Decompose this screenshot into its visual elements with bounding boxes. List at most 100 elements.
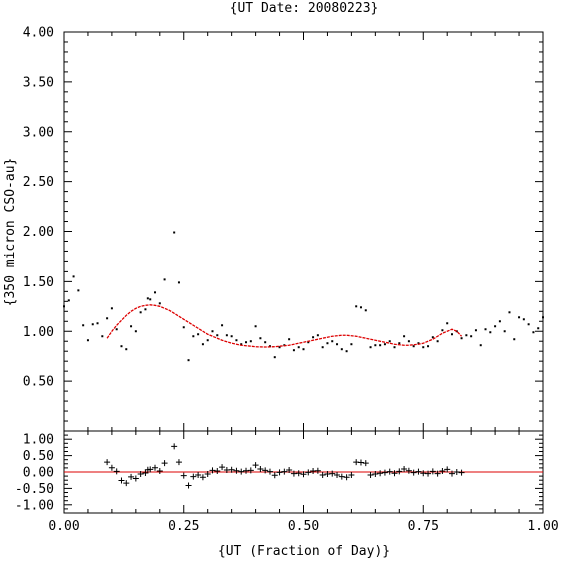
data-point: [427, 345, 430, 348]
x-tick-label: 0.50: [288, 519, 319, 534]
residual-point: [319, 471, 326, 478]
residual-point: [233, 467, 240, 474]
residual-point: [118, 477, 125, 484]
residual-y-tick-label: -1.00: [15, 498, 54, 513]
data-point: [494, 325, 497, 328]
data-point: [474, 329, 477, 332]
data-point: [139, 311, 142, 314]
residual-point: [338, 473, 345, 480]
data-point: [359, 306, 362, 309]
data-point: [374, 344, 377, 347]
data-point: [211, 330, 214, 333]
data-point: [268, 345, 271, 348]
residual-y-tick-label: 0.50: [23, 449, 54, 464]
data-point: [503, 330, 506, 333]
data-point: [292, 349, 295, 352]
data-point: [412, 345, 415, 348]
data-point: [259, 337, 262, 340]
residual-point: [295, 470, 302, 477]
data-point: [460, 337, 463, 340]
data-point: [273, 356, 276, 359]
data-point: [235, 339, 238, 342]
data-point: [379, 344, 382, 347]
residual-point: [180, 472, 187, 479]
data-point: [240, 343, 243, 346]
residual-point: [300, 471, 307, 478]
data-point: [431, 336, 434, 339]
data-point: [158, 302, 161, 305]
residual-y-tick-labels: 1.000.50 0.00-0.50-1.00: [15, 433, 54, 514]
residual-point: [305, 469, 312, 476]
main-y-tick-label: 3.50: [23, 75, 54, 90]
data-point: [369, 346, 372, 349]
x-tick-label: 0.25: [168, 519, 199, 534]
data-point: [508, 311, 511, 314]
data-point: [422, 346, 425, 349]
residual-point: [348, 471, 355, 478]
data-point: [484, 328, 487, 331]
main-y-ticks: [64, 31, 543, 432]
residual-point: [367, 471, 374, 478]
data-point: [86, 339, 89, 342]
residual-point: [357, 459, 364, 466]
main-y-tick-label: 4.00: [23, 26, 54, 41]
data-point: [96, 322, 99, 325]
data-point: [398, 342, 401, 345]
main-fit-curve: [106, 304, 463, 348]
data-point: [542, 316, 544, 319]
residual-point: [156, 468, 163, 475]
data-point: [201, 343, 204, 346]
residual-point: [132, 475, 139, 482]
data-point: [115, 328, 118, 331]
data-point: [106, 317, 109, 320]
residual-point: [458, 469, 465, 476]
residual-point: [128, 473, 135, 480]
data-point: [340, 348, 343, 351]
data-point: [489, 331, 492, 334]
residual-point: [381, 469, 388, 476]
data-point: [216, 334, 219, 337]
residual-point: [439, 468, 446, 475]
main-panel: 0.50 1.00 1.50 2.00 2.50 3.00 3.50 4.00: [23, 26, 544, 432]
residual-point: [209, 467, 216, 474]
data-point: [336, 343, 339, 346]
data-point: [110, 307, 113, 310]
data-point: [518, 316, 521, 319]
data-point: [144, 308, 147, 311]
data-point: [316, 334, 319, 337]
data-point: [302, 348, 305, 351]
main-x-ticks: [63, 32, 544, 431]
residual-point: [334, 471, 341, 478]
data-point: [383, 343, 386, 346]
residual-point: [104, 459, 111, 466]
residual-point: [247, 467, 254, 474]
main-y-tick-label: 0.50: [23, 375, 54, 390]
chart-title: {UT Date: 20080223}: [230, 1, 379, 16]
data-point: [465, 334, 468, 337]
data-point: [264, 341, 267, 344]
residual-point: [266, 468, 273, 475]
data-point: [197, 333, 200, 336]
residual-point: [362, 460, 369, 467]
data-point: [278, 346, 281, 349]
x-tick-label: 1.00: [527, 519, 558, 534]
residual-point: [171, 443, 178, 450]
residual-point: [190, 473, 197, 480]
residual-point: [152, 464, 159, 471]
residual-point: [343, 474, 350, 481]
main-y-tick-label: 3.00: [23, 125, 54, 140]
residual-point: [314, 467, 321, 474]
main-y-tick-label: 2.00: [23, 225, 54, 240]
data-point: [364, 309, 367, 312]
data-point: [513, 338, 516, 341]
data-point: [350, 343, 353, 346]
residual-point: [214, 468, 221, 475]
data-point: [120, 345, 123, 348]
data-point: [297, 346, 300, 349]
residual-point: [401, 466, 408, 473]
residual-point: [329, 470, 336, 477]
residual-point: [228, 466, 235, 473]
residual-point: [276, 469, 283, 476]
data-point: [67, 299, 70, 302]
residual-point: [405, 467, 412, 474]
